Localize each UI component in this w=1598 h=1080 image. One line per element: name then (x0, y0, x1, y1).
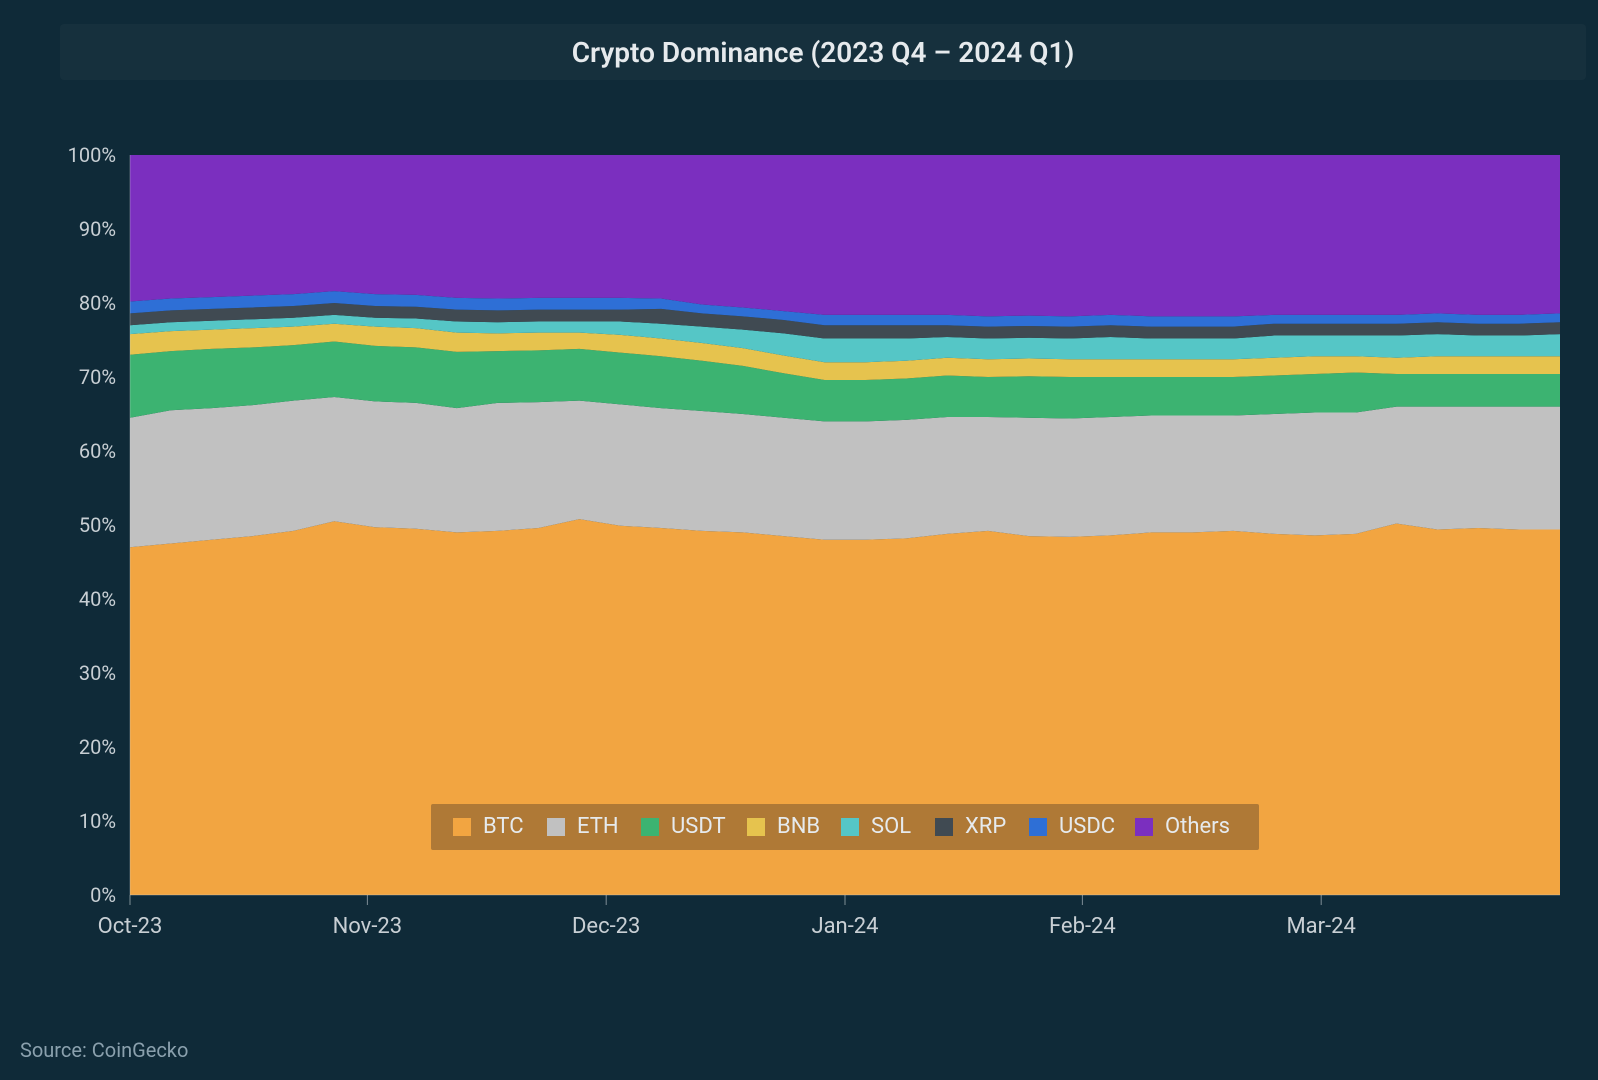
legend-label-usdt: USDT (671, 814, 726, 839)
y-axis-label: 20% (79, 735, 116, 759)
legend-swatch-eth (547, 818, 565, 836)
stacked-area-chart: 0% 10% 20% 30% 40% 50% 60% 70% 80% 90% 100% Oct-23 N… (20, 105, 1578, 1000)
x-axis-label: Dec-23 (572, 914, 640, 939)
y-axis-label: 40% (79, 587, 116, 611)
legend-label-eth: ETH (577, 814, 619, 839)
legend-label-others: Others (1165, 814, 1230, 839)
title-bar: Crypto Dominance (2023 Q4 – 2024 Q1) (60, 24, 1586, 80)
y-axis-label: 10% (79, 809, 116, 833)
y-axis-label: 70% (79, 365, 116, 389)
x-axis-label: Feb-24 (1049, 914, 1116, 939)
legend-swatch-xrp (935, 818, 953, 836)
x-axis-label: Jan-24 (811, 914, 878, 939)
chart-page: Crypto Dominance (2023 Q4 – 2024 Q1) 0% 1… (0, 0, 1598, 1080)
chart-area: 0% 10% 20% 30% 40% 50% 60% 70% 80% 90% 100% Oct-23 N… (20, 105, 1578, 1000)
x-axis-label: Nov-23 (333, 914, 403, 939)
y-axis-label: 80% (79, 291, 116, 315)
legend-label-btc: BTC (483, 814, 524, 839)
source-attribution: Source: CoinGecko (20, 1038, 188, 1062)
y-axis-label: 30% (79, 661, 116, 685)
y-axis-label: 100% (68, 143, 116, 167)
legend-swatch-usdc (1029, 818, 1047, 836)
y-axis-label: 0% (90, 883, 116, 907)
legend-label-sol: SOL (871, 814, 911, 839)
x-axis-label: Mar-24 (1286, 914, 1355, 939)
x-axis-label: Oct-23 (98, 914, 163, 939)
legend-swatch-others (1135, 818, 1153, 836)
y-axis-label: 50% (79, 513, 116, 537)
chart-title: Crypto Dominance (2023 Q4 – 2024 Q1) (572, 36, 1075, 69)
y-axis-label: 60% (79, 439, 116, 463)
legend-swatch-usdt (641, 818, 659, 836)
legend-label-usdc: USDC (1059, 814, 1115, 839)
legend-swatch-sol (841, 818, 859, 836)
legend-swatch-btc (453, 818, 471, 836)
legend-swatch-bnb (747, 818, 765, 836)
y-axis-label: 90% (79, 217, 116, 241)
legend-label-bnb: BNB (777, 814, 820, 839)
legend-label-xrp: XRP (965, 814, 1006, 839)
